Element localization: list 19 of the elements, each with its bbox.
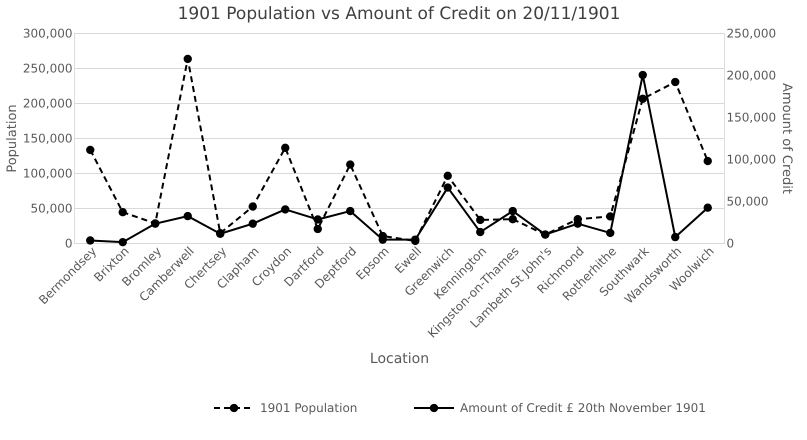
y-tick-label: 0 — [64, 236, 72, 250]
y-tick-label: 200,000 — [22, 96, 72, 110]
y-tick-label: 150,000 — [22, 132, 72, 146]
y-tick-label: 300,000 — [22, 26, 72, 40]
y-axis-title: Population — [4, 104, 20, 173]
y-tick-label: 50,000 — [30, 202, 72, 216]
y2-tick-label: 100,000 — [726, 152, 776, 166]
y2-axis-title: Amount of Credit — [779, 83, 794, 194]
y-tick-label: 100,000 — [22, 166, 72, 180]
legend-label: Amount of Credit £ 20th November 1901 — [460, 401, 706, 415]
y-tick-label: 250,000 — [22, 62, 72, 76]
y2-tick-label: 0 — [726, 236, 734, 250]
y2-tick-label: 200,000 — [726, 68, 776, 82]
y2-tick-label: 50,000 — [726, 194, 768, 208]
y2-tick-label: 150,000 — [726, 110, 776, 124]
x-axis-title: Location — [370, 351, 430, 368]
y2-tick-label: 250,000 — [726, 26, 776, 40]
legend-label: 1901 Population — [260, 401, 358, 415]
chart-title: 1901 Population vs Amount of Credit on 20/11/1901 — [178, 4, 620, 24]
